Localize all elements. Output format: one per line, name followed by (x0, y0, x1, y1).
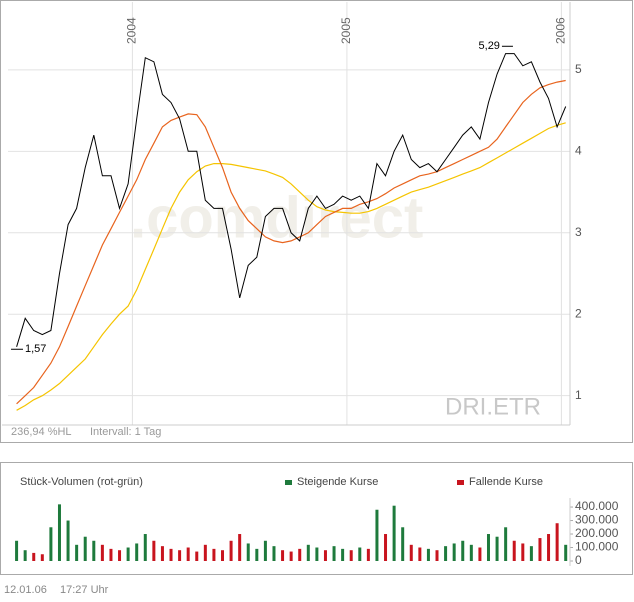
volume-bar (547, 534, 551, 561)
y-tick-label: 200.000 (575, 526, 619, 540)
volume-title: Stück-Volumen (rot-grün) (20, 476, 143, 488)
volume-bar (109, 548, 113, 561)
volume-bar (263, 540, 267, 561)
volume-bar (178, 550, 182, 561)
volume-bar (32, 552, 36, 561)
footer-date: 12.01.06 (4, 584, 47, 596)
high-label: 5,29 (479, 40, 500, 52)
volume-bar (323, 550, 327, 561)
y-tick-label: 3 (575, 225, 582, 239)
volume-bar (40, 554, 44, 561)
volume-bar (255, 548, 259, 561)
x-tick-label: 2005 (339, 17, 353, 44)
volume-bar (461, 540, 465, 561)
price-panel (0, 0, 633, 443)
volume-bar (152, 540, 156, 561)
volume-bar (426, 548, 430, 561)
volume-bar (555, 523, 559, 561)
volume-bar (246, 543, 250, 561)
legend-swatch (285, 480, 292, 485)
volume-bar (366, 548, 370, 561)
legend-label: Fallende Kurse (469, 476, 543, 488)
watermark: .comdirect (130, 185, 423, 250)
volume-bar (49, 527, 53, 561)
volume-bar (512, 540, 516, 561)
volume-bar (315, 547, 319, 561)
volume-bar (486, 534, 490, 561)
volume-bar (23, 550, 27, 561)
volume-bar (272, 546, 276, 561)
volume-bar (418, 547, 422, 561)
volume-bar (169, 548, 173, 561)
x-tick-label: 2004 (125, 17, 139, 44)
y-tick-label: 4 (575, 144, 582, 158)
volume-bar (401, 527, 405, 561)
volume-bar (504, 527, 508, 561)
volume-bar (298, 548, 302, 561)
symbol: DRI.ETR (445, 393, 541, 420)
volume-bar (384, 534, 388, 561)
volume-bar (332, 546, 336, 561)
volume-bar (495, 536, 499, 561)
volume-bar (229, 540, 233, 561)
volume-bar (341, 548, 345, 561)
interval: Intervall: 1 Tag (90, 426, 161, 438)
volume-bar (529, 546, 533, 561)
volume-bar (358, 547, 362, 561)
legend-label: Steigende Kurse (297, 476, 378, 488)
volume-bar (143, 534, 147, 561)
volume-bar (135, 543, 139, 561)
y-tick-label: 300.000 (575, 513, 619, 527)
y-tick-label: 2 (575, 306, 582, 320)
volume-bar (375, 509, 379, 561)
volume-bar (349, 550, 353, 561)
price-line (16, 53, 567, 347)
y-tick-label: 0 (575, 553, 582, 567)
low-label: 1,57 (25, 343, 46, 355)
volume-bar (118, 550, 122, 561)
volume-bar (160, 546, 164, 561)
volume-bar (444, 546, 448, 561)
volume-bar (564, 544, 568, 561)
volume-bar (195, 551, 199, 561)
footer-time: 17:27 Uhr (60, 584, 109, 596)
volume-bar (221, 550, 225, 561)
volume-bar (92, 540, 96, 561)
volume-bar (435, 550, 439, 561)
volume-bar (452, 543, 456, 561)
y-tick-label: 400.000 (575, 499, 619, 513)
volume-bar (478, 547, 482, 561)
volume-bar (75, 544, 79, 561)
y-tick-label: 100.000 (575, 540, 619, 554)
volume-bar (521, 543, 525, 561)
volume-bar (469, 544, 473, 561)
volume-bar (203, 544, 207, 561)
volume-bar (289, 551, 293, 561)
range-info: 236,94 %HL (11, 426, 72, 438)
volume-bar (126, 547, 130, 561)
volume-bar (66, 520, 70, 561)
volume-bar (212, 548, 216, 561)
price-line (16, 79, 566, 405)
x-tick-label: 2006 (554, 17, 568, 44)
volume-bar (281, 550, 285, 561)
volume-bar (306, 544, 310, 561)
price-line (16, 122, 566, 411)
volume-bar (238, 534, 242, 561)
volume-bar (186, 547, 190, 561)
y-tick-label: 5 (575, 62, 582, 76)
volume-bar (57, 504, 61, 561)
volume-bar (15, 540, 19, 561)
volume-bar (392, 505, 396, 561)
volume-bar (100, 544, 104, 561)
volume-bar (83, 536, 87, 561)
legend-swatch (457, 480, 464, 485)
y-tick-label: 1 (575, 388, 582, 402)
volume-bar (538, 538, 542, 561)
volume-bar (409, 544, 413, 561)
